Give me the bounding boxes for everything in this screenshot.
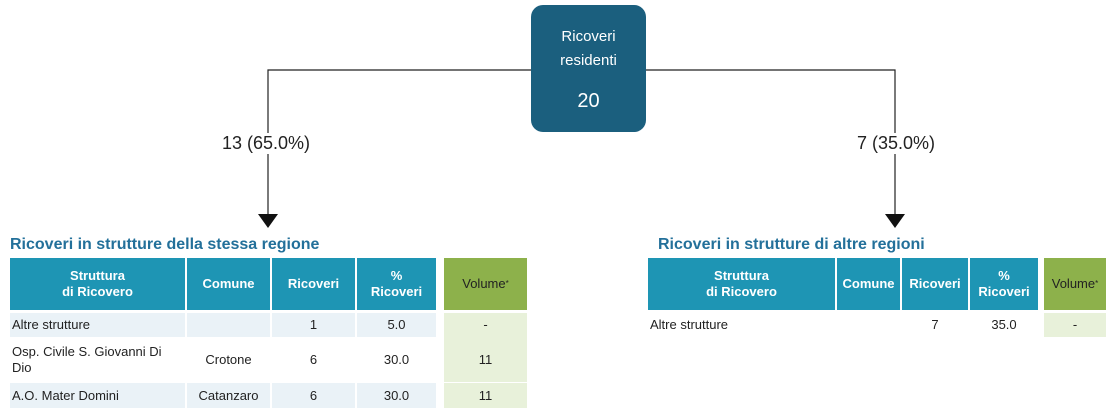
table-title: Ricoveri in strutture di altre regioni [658, 236, 925, 253]
branch-label: 7 (35.0%) [853, 133, 940, 154]
table-cell: 6 [272, 337, 355, 382]
table-cell [837, 313, 900, 337]
table-cell: Altre strutture [10, 313, 185, 337]
branch-label: 13 (65.0%) [218, 133, 315, 154]
table-cell: 7 [902, 313, 968, 337]
table-header: % Ricoveri [970, 258, 1038, 310]
table-cell: 11 [444, 337, 527, 382]
table-cell: 5.0 [357, 313, 436, 337]
root-node: Ricoveri residenti 20 [531, 5, 646, 132]
table-header: Comune [187, 258, 270, 310]
header-text: Comune [842, 276, 895, 291]
table-cell: 1 [272, 313, 355, 337]
table-cell: Catanzaro [187, 383, 270, 408]
table-header: Struttura di Ricovero [10, 258, 185, 310]
header-sup: * [505, 279, 509, 288]
header-text: % Ricoveri [978, 268, 1030, 299]
table-cell: 30.0 [357, 383, 436, 408]
header-text: Volume [462, 276, 506, 291]
table-cell: Osp. Civile S. Giovanni Di Dio [10, 337, 185, 382]
table-cell [187, 313, 270, 337]
table-header: Ricoveri [902, 258, 968, 310]
table-cell: A.O. Mater Domini [10, 383, 185, 408]
header-text: Ricoveri [287, 276, 340, 291]
table-cell: 35.0 [970, 313, 1038, 337]
header-text: % Ricoveri [370, 268, 423, 299]
header-text: Ricoveri [909, 276, 961, 291]
header-text: Volume [1051, 276, 1096, 291]
table-title: Ricoveri in strutture della stessa regio… [10, 236, 320, 253]
table-header: Volume * [444, 258, 527, 310]
table-cell: - [1044, 313, 1106, 337]
header-text: Comune [202, 276, 255, 291]
header-text: Struttura di Ricovero [706, 268, 777, 299]
table-header: Comune [837, 258, 900, 310]
root-value: 20 [577, 90, 600, 112]
table-cell: Altre strutture [648, 313, 835, 337]
table-cell: 6 [272, 383, 355, 408]
table-cell: Crotone [187, 337, 270, 382]
table-header: Struttura di Ricovero [648, 258, 835, 310]
table-cell: 11 [444, 383, 527, 408]
table-header: Volume * [1044, 258, 1106, 310]
header-text: Struttura di Ricovero [62, 268, 133, 299]
table-header: % Ricoveri [357, 258, 436, 310]
header-sup: * [1095, 279, 1099, 288]
table-cell: 30.0 [357, 337, 436, 382]
root-label: Ricoveri residenti [560, 28, 617, 69]
table-cell: - [444, 313, 527, 337]
table-header: Ricoveri [272, 258, 355, 310]
